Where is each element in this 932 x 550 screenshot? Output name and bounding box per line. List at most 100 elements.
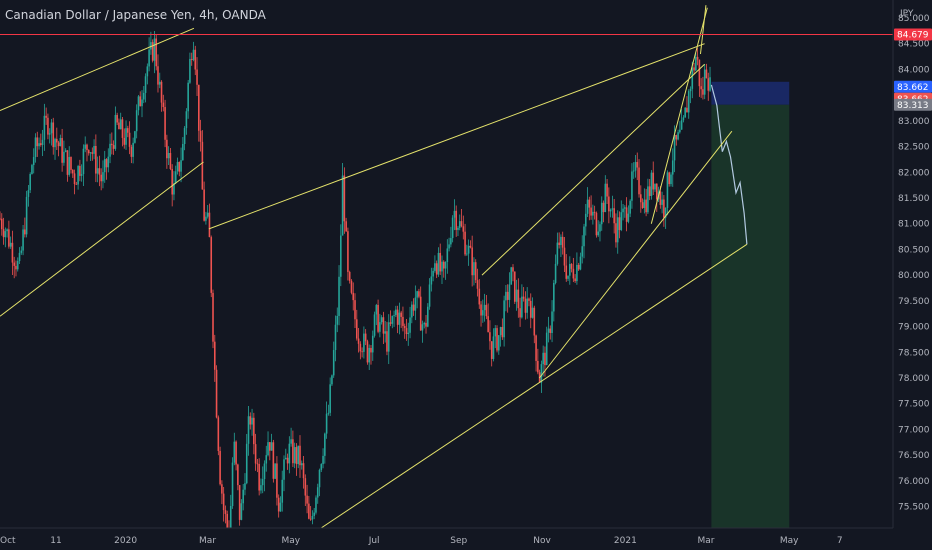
y-tick-label: 84.000 [898, 65, 930, 75]
candle-body [160, 81, 163, 103]
y-tick-label: 78.500 [898, 348, 930, 358]
candle-body [238, 485, 241, 520]
candle-body [423, 322, 426, 325]
candle-body [251, 417, 253, 425]
projected-path [710, 84, 748, 245]
candle-body [444, 261, 447, 269]
candle-body [421, 324, 424, 331]
candle-body [111, 143, 113, 146]
x-tick-label: 2021 [614, 536, 637, 546]
candle-body [664, 207, 667, 218]
candle-body [135, 110, 138, 132]
candle-body [341, 175, 344, 236]
candle-body [103, 159, 106, 173]
candle-body [295, 447, 298, 465]
candle-body [245, 443, 248, 484]
candle-body [247, 416, 250, 444]
candle-body [371, 335, 374, 353]
candle-body [535, 335, 537, 361]
candle-body [178, 162, 181, 172]
candle-body [524, 298, 527, 313]
candle-body [253, 417, 255, 445]
candle-body [366, 341, 369, 363]
candle-body [414, 297, 417, 311]
candle-body [148, 49, 150, 67]
candle-body [270, 442, 273, 451]
candle-body [629, 200, 631, 214]
x-tick-label: May [780, 536, 799, 546]
candle-body [494, 328, 497, 337]
candle-body [233, 441, 236, 463]
candle-body [189, 58, 191, 83]
candle-body [613, 208, 615, 224]
candle-body [561, 236, 564, 248]
candle-body [450, 238, 452, 245]
candle-body [529, 300, 532, 318]
candle-body [315, 497, 317, 513]
candle-body [258, 463, 260, 491]
candle-body [426, 306, 429, 327]
candle-body [123, 137, 126, 145]
candle-body [70, 157, 72, 170]
candle-body [41, 139, 44, 145]
candle-body [38, 143, 40, 147]
candle-body [146, 66, 149, 77]
currency-unit: JPY [900, 9, 914, 19]
candle-body [300, 463, 303, 466]
candle-body [249, 416, 252, 425]
candle-body [402, 316, 404, 326]
candle-body [684, 107, 686, 118]
candle-body [700, 86, 702, 90]
candle-body [297, 445, 300, 465]
candle-body [98, 168, 101, 175]
candle-body [590, 207, 592, 216]
candle-body [457, 227, 459, 230]
candle-body [377, 304, 379, 332]
candle-body [125, 128, 127, 145]
candle-body [306, 495, 308, 504]
candle-body [418, 291, 420, 297]
candle-body [352, 292, 355, 301]
candle-body [254, 444, 257, 464]
candle-body [655, 183, 658, 200]
candle-body [153, 38, 156, 61]
y-tick-label: 77.500 [898, 400, 930, 410]
take-profit-zone [711, 104, 790, 540]
y-tick-label: 83.000 [898, 117, 930, 127]
candle-body [150, 42, 152, 50]
candle-body [416, 291, 418, 298]
chart-title: Canadian Dollar / Japanese Yen, 4h, OAND… [5, 8, 266, 22]
candle-body [68, 157, 71, 175]
candle-body [565, 265, 568, 279]
candle-body [411, 304, 413, 318]
candle-body [606, 183, 608, 197]
candle-body [489, 332, 491, 342]
candle-body [274, 463, 276, 479]
candle-body [20, 250, 23, 253]
candle-body [476, 280, 479, 289]
candle-body [355, 319, 358, 339]
y-tick-label: 79.500 [898, 297, 930, 307]
x-tick-label: Jul [368, 536, 380, 546]
candle-body [137, 96, 140, 111]
candle-body [483, 304, 486, 311]
candle-body [96, 168, 99, 174]
candle-body [386, 331, 388, 352]
candle-body [425, 322, 427, 327]
candle-body [54, 138, 56, 148]
candle-body [554, 263, 557, 283]
candle-body [324, 433, 326, 456]
candle-body [322, 455, 324, 465]
candle-body [8, 229, 10, 247]
candle-body [432, 270, 434, 277]
candle-body [52, 122, 55, 148]
candle-body [597, 231, 600, 236]
candle-body [593, 211, 596, 213]
candle-body [196, 69, 198, 85]
candle-body [604, 183, 607, 213]
candle-body [206, 212, 209, 217]
candle-body [387, 322, 390, 352]
candle-body [640, 194, 642, 203]
candle-body [13, 262, 16, 266]
